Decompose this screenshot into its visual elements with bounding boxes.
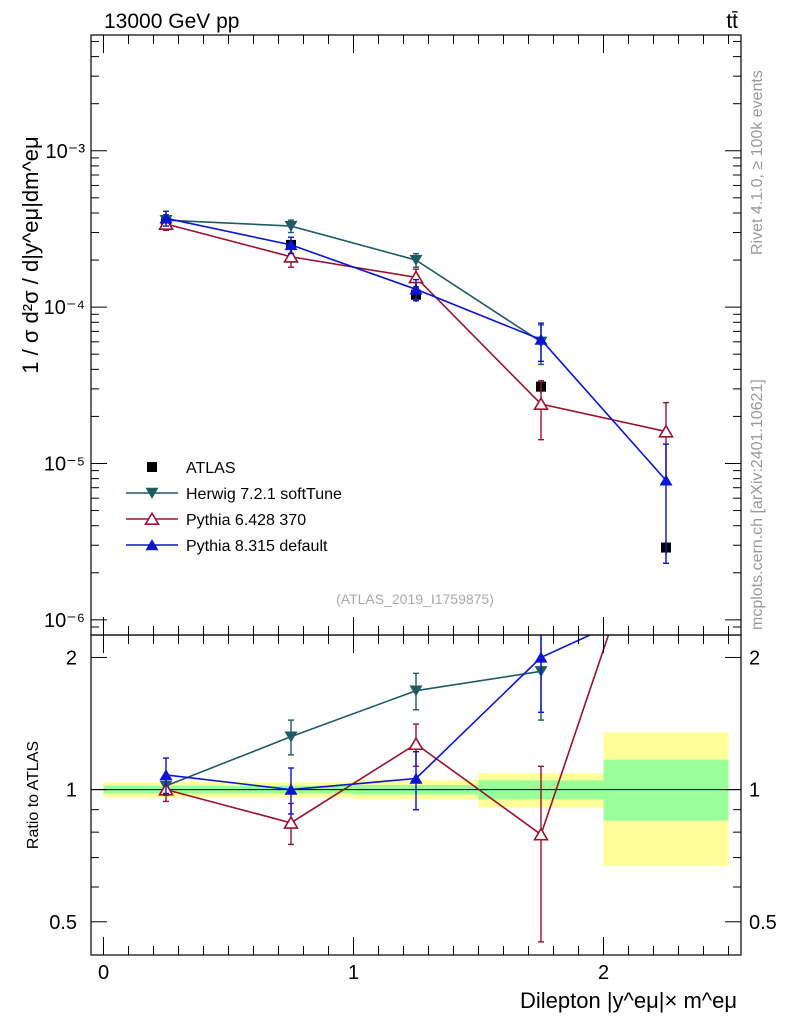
- ratio-ytick-label-right: 1: [749, 780, 760, 802]
- legend-marker-pythia6: [144, 511, 160, 526]
- main-point-pythia8-2: [409, 283, 423, 295]
- ratio-ytick-label-right: 2: [749, 647, 760, 669]
- main-point-pythia6-3: [533, 396, 549, 411]
- ratio-point-pythia8-1: [284, 783, 298, 795]
- main-point-herwig-1: [284, 220, 298, 232]
- ratio-ytick-label-left: 0.5: [49, 912, 77, 934]
- x-axis-title: Dilepton |y^eμ|× m^eμ: [520, 988, 737, 1013]
- main-ytick-label: 10⁻⁴: [44, 297, 85, 319]
- xtick-label: 1: [348, 962, 359, 984]
- ratio-point-pythia8-3: [534, 651, 548, 663]
- rivet-version-label: Rivet 4.1.0, ≥ 100k events: [749, 70, 766, 255]
- ratio-point-pythia6-1: [283, 815, 299, 829]
- legend-marker-herwig: [145, 487, 159, 499]
- ratio-point-pythia6-2: [408, 736, 424, 751]
- ratio-point-herwig-2: [409, 685, 423, 697]
- legend-marker-atlas: [147, 462, 157, 472]
- legend-label-pythia6: Pythia 6.428 370: [186, 512, 306, 529]
- mcplots-site-label: mcplots.cern.ch [arXiv:2401.10621]: [749, 379, 766, 630]
- legend-label-pythia8: Pythia 8.315 default: [186, 538, 328, 555]
- main-series-group: [158, 210, 674, 564]
- main-point-pythia6-4: [658, 424, 674, 438]
- main-y-axis-title: 1 / σ d²σ / d|y^eμ|dm^eμ: [18, 136, 43, 373]
- main-point-pythia6-1: [283, 249, 299, 263]
- axes-group: 10⁻⁶ 10⁻⁵ 10⁻⁴ 10⁻³1 / σ d²σ / d|y^eμ|dm^eμ…: [18, 34, 777, 1013]
- ratio-ytick-label-right: 0.5: [749, 912, 777, 934]
- ratio-point-pythia8-2: [409, 772, 423, 784]
- ratio-ytick-label-left: 2: [66, 647, 77, 669]
- main-point-pythia8-4: [659, 474, 673, 486]
- main-ytick-label: 10⁻³: [46, 141, 86, 163]
- main-ytick-label: 10⁻⁵: [44, 453, 85, 475]
- main-point-pythia8-0: [159, 212, 173, 224]
- ratio-y-axis-title: Ratio to ATLAS: [25, 741, 42, 849]
- legend-label-herwig: Herwig 7.2.1 softTune: [186, 486, 342, 503]
- legend: ATLAS Herwig 7.2.1 softTune Pythia 6.428 3…: [126, 460, 342, 555]
- main-line-herwig: [165, 219, 542, 343]
- ratio-point-pythia6-3: [533, 827, 549, 841]
- analysis-id-label: (ATLAS_2019_I1759875): [336, 591, 494, 607]
- main-point-herwig-2: [409, 254, 423, 266]
- ratio-point-herwig-1: [284, 731, 298, 743]
- main-ytick-label: 10⁻⁶: [44, 610, 85, 632]
- band-inner-4: [603, 759, 729, 821]
- energy-label: 13000 GeV pp: [104, 10, 239, 33]
- xtick-label: 2: [598, 962, 609, 984]
- legend-label-atlas: ATLAS: [186, 460, 236, 477]
- ratio-ytick-label-left: 1: [66, 780, 77, 802]
- ratio-frame: [90, 634, 742, 956]
- ratio-point-pythia8-0: [159, 769, 173, 781]
- ratio-line-herwig: [165, 670, 542, 787]
- xtick-label: 0: [98, 962, 109, 984]
- main-point-pythia8-3: [534, 333, 548, 345]
- legend-marker-pythia8: [145, 539, 159, 551]
- main-point-pythia8-1: [284, 239, 298, 251]
- ratio-series-group: [158, 635, 610, 943]
- process-label: tt̄: [726, 10, 738, 33]
- ratio-uncertainty-bands: [91, 732, 741, 866]
